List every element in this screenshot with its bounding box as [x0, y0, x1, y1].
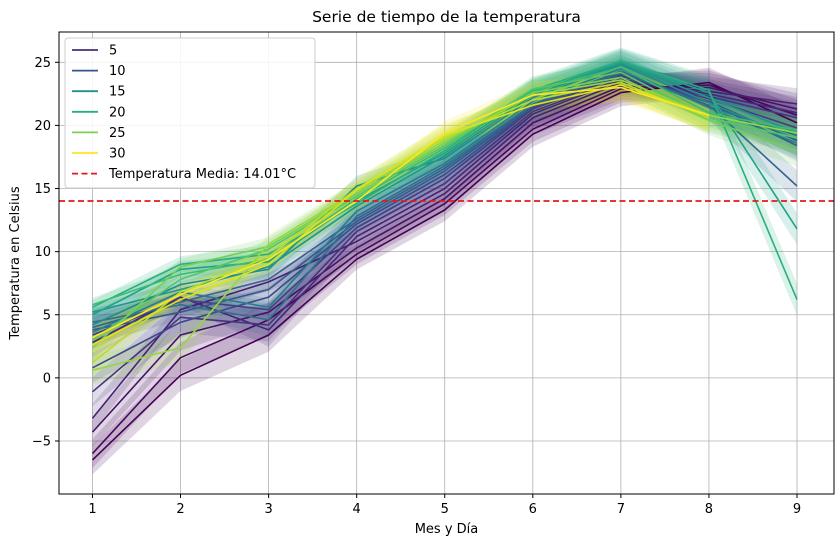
x-tick-label: 1	[88, 502, 96, 517]
series-line	[92, 86, 710, 339]
x-tick-label: 6	[529, 502, 537, 517]
series-band	[92, 66, 797, 385]
x-tick-label: 5	[441, 502, 449, 517]
legend-label: 5	[109, 44, 117, 59]
series-line	[92, 60, 798, 308]
series-band	[92, 58, 797, 342]
series-band	[92, 66, 797, 358]
y-tick-label: 5	[43, 308, 51, 323]
y-axis-label: Temperatura en Celsius	[8, 186, 23, 340]
y-axis-ticks: −5 0 5 10 15 20 25	[32, 56, 59, 449]
series-line	[92, 61, 798, 316]
chart-title: Serie de tiempo de la temperatura	[312, 8, 581, 26]
legend: 5 10 15 20 25 30 Temperatura Media: 14.01°C	[64, 37, 316, 189]
plot-frame	[58, 31, 835, 495]
y-tick-label: 15	[34, 182, 51, 197]
series-line	[92, 72, 798, 331]
x-tick-label: 2	[176, 502, 184, 517]
series-band	[92, 53, 797, 312]
series-line	[91, 81, 798, 419]
legend-label-mean: Temperatura Media: 14.01°C	[108, 167, 296, 182]
legend-label: 30	[109, 147, 126, 162]
x-axis-label: Mes y Día	[415, 522, 479, 537]
series-band	[92, 68, 709, 378]
legend-label: 15	[109, 85, 126, 100]
x-tick-label: 9	[793, 502, 801, 517]
legend-label: 10	[109, 64, 126, 79]
series-band	[92, 70, 709, 360]
x-tick-label: 3	[264, 502, 272, 517]
series-line	[92, 62, 798, 313]
legend-label: 20	[109, 105, 126, 120]
series-band	[92, 73, 709, 352]
x-tick-label: 8	[705, 502, 713, 517]
y-tick-label: 20	[34, 119, 51, 134]
series-band	[92, 61, 797, 383]
y-tick-label: −5	[32, 434, 51, 449]
y-tick-label: 10	[34, 245, 51, 260]
x-tick-label: 4	[353, 502, 361, 517]
y-tick-label: 25	[34, 56, 51, 71]
series-line	[92, 67, 798, 334]
series-line	[92, 75, 798, 336]
legend-box	[64, 37, 316, 189]
series-line	[92, 79, 798, 372]
series-lines	[91, 60, 798, 461]
y-tick-label: 0	[43, 371, 51, 386]
series-line	[92, 71, 798, 341]
x-tick-label: 7	[617, 502, 625, 517]
x-axis-ticks: 1 2 3 4 5 6 7 8 9	[88, 494, 801, 517]
series-band	[92, 65, 797, 407]
legend-label: 25	[109, 126, 126, 141]
